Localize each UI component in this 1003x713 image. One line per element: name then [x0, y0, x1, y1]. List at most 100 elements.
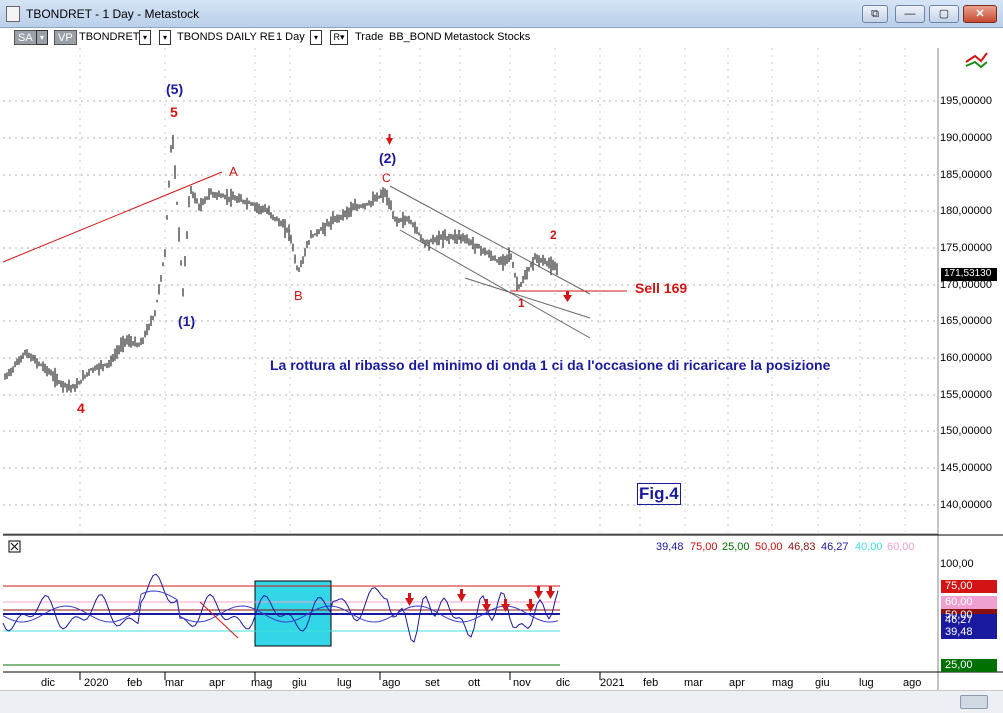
price-label: 150,00000: [940, 425, 992, 437]
x-axis-label: apr: [209, 677, 225, 689]
down-arrow-icon: [386, 134, 393, 145]
price-bars: [4, 134, 558, 393]
broker-label: Metastock Stocks: [444, 31, 531, 43]
indicator-value: 60,00: [887, 541, 915, 553]
document-icon: [6, 6, 20, 22]
minimize-button[interactable]: —: [895, 5, 925, 23]
trade-label: Trade: [355, 31, 384, 43]
price-label: 165,00000: [940, 315, 992, 327]
x-axis-label: ago: [382, 677, 401, 689]
x-axis-label: 2021: [600, 677, 625, 689]
wave-label: (5): [166, 81, 184, 97]
close-button[interactable]: ✕: [963, 5, 997, 23]
channel-upper: [389, 185, 591, 295]
indicator-arrows: [405, 586, 555, 612]
price-label: 170,00000: [940, 279, 992, 291]
x-axis-label: dic: [41, 677, 56, 689]
figure-label: Fig.4: [637, 483, 681, 505]
indicator-tag: 75,00: [945, 580, 973, 592]
x-axis-label: mag: [772, 677, 794, 689]
price-label: 145,00000: [940, 462, 992, 474]
period-label: 1 Day: [276, 31, 305, 43]
signal-line: [2, 590, 559, 623]
x-axis-label: lug: [337, 677, 352, 689]
wave-label: 2: [550, 228, 557, 242]
indicator-value: 50,00: [755, 541, 783, 553]
x-axis-label: lug: [859, 677, 874, 689]
sa-dropdown[interactable]: ▾: [36, 30, 48, 45]
x-axis-label: ago: [903, 677, 922, 689]
wave-label: (1): [178, 313, 196, 329]
indicator-value: 25,00: [722, 541, 750, 553]
horizontal-scrollbar[interactable]: [0, 690, 1003, 713]
security-description: TBONDS DAILY RE: [177, 31, 276, 43]
wave-label: 5: [170, 104, 178, 120]
scrollbar-thumb[interactable]: [960, 695, 988, 709]
title-bar: TBONDRET - 1 Day - Metastock ⧉ — ▢ ✕: [0, 0, 1003, 28]
indicator-tag: 25,00: [945, 659, 973, 671]
wave-label: (2): [379, 150, 397, 166]
x-axis-label: set: [425, 677, 440, 689]
vp-button[interactable]: VP: [54, 30, 77, 45]
wave-label: B: [294, 288, 303, 303]
trend-line: [2, 171, 223, 263]
x-axis-label: dic: [556, 677, 571, 689]
indicator-value: 46,27: [821, 541, 849, 553]
price-label: 155,00000: [940, 389, 992, 401]
period-dropdown[interactable]: ▾: [310, 30, 322, 45]
account-label: BB_BOND: [389, 31, 442, 43]
current-price-tag: [941, 268, 997, 281]
channel-middle: [399, 229, 591, 339]
price-label: 175,00000: [940, 242, 992, 254]
symbol-label: TBONDRET: [79, 31, 140, 43]
x-axis-label: mag: [251, 677, 273, 689]
indicator-tag: 50,00: [945, 609, 973, 621]
wave-label: 4: [77, 400, 85, 416]
x-axis-label: giu: [815, 677, 830, 689]
price-label: 190,00000: [940, 132, 992, 144]
mode-dropdown[interactable]: R▾: [330, 30, 348, 45]
x-axis-label: mar: [684, 677, 703, 689]
wave-label: 1: [518, 296, 525, 310]
security-dropdown[interactable]: ▾: [159, 30, 171, 45]
indicator-tag: 39,48: [945, 626, 973, 638]
symbol-dropdown[interactable]: ▾: [139, 30, 151, 45]
x-axis-label: ott: [468, 677, 481, 689]
chart-canvas[interactable]: [0, 48, 1003, 690]
comment-annotation: La rottura al ribasso del minimo di onda…: [270, 357, 831, 373]
down-arrow-icon: [563, 291, 572, 302]
wave-label: C: [382, 171, 391, 185]
x-axis-label: nov: [513, 677, 531, 689]
mode-label: R: [333, 32, 340, 42]
restore-layout-button[interactable]: ⧉: [862, 5, 888, 23]
x-axis-label: 2020: [84, 677, 109, 689]
indicator-value: 40,00: [855, 541, 883, 553]
current-price-label: 171,53130: [944, 268, 992, 279]
x-axis-label: giu: [292, 677, 307, 689]
chart-trend-icon[interactable]: [965, 52, 988, 69]
indicator-tag: 60,00: [945, 596, 973, 608]
price-label: 185,00000: [940, 169, 992, 181]
oscillator-line: [2, 573, 559, 643]
price-label: 180,00000: [940, 205, 992, 217]
price-label: 140,00000: [940, 499, 992, 511]
wave-label: A: [229, 164, 238, 179]
price-pane: [3, 48, 938, 532]
x-axis-label: feb: [643, 677, 659, 689]
indicator-value: 39,48: [656, 541, 684, 553]
indicator-tag: 46,27: [945, 614, 973, 626]
channel-lower: [464, 277, 591, 319]
chart-toolbar: SA ▾ VP TBONDRET ▾ ▾ TBONDS DAILY RE 1 D…: [0, 28, 1003, 48]
sell-annotation: Sell 169: [635, 280, 688, 296]
indicator-axis-label: 100,00: [940, 558, 974, 570]
x-axis-label: apr: [729, 677, 745, 689]
x-axis-label: feb: [127, 677, 143, 689]
price-label: 195,00000: [940, 95, 992, 107]
indicator-value: 46,83: [788, 541, 816, 553]
indicator-value: 75,00: [690, 541, 718, 553]
window-title: TBONDRET - 1 Day - Metastock: [26, 7, 200, 21]
sa-button[interactable]: SA: [14, 30, 37, 45]
maximize-button[interactable]: ▢: [929, 5, 959, 23]
price-label: 160,00000: [940, 352, 992, 364]
x-axis-label: mar: [165, 677, 184, 689]
